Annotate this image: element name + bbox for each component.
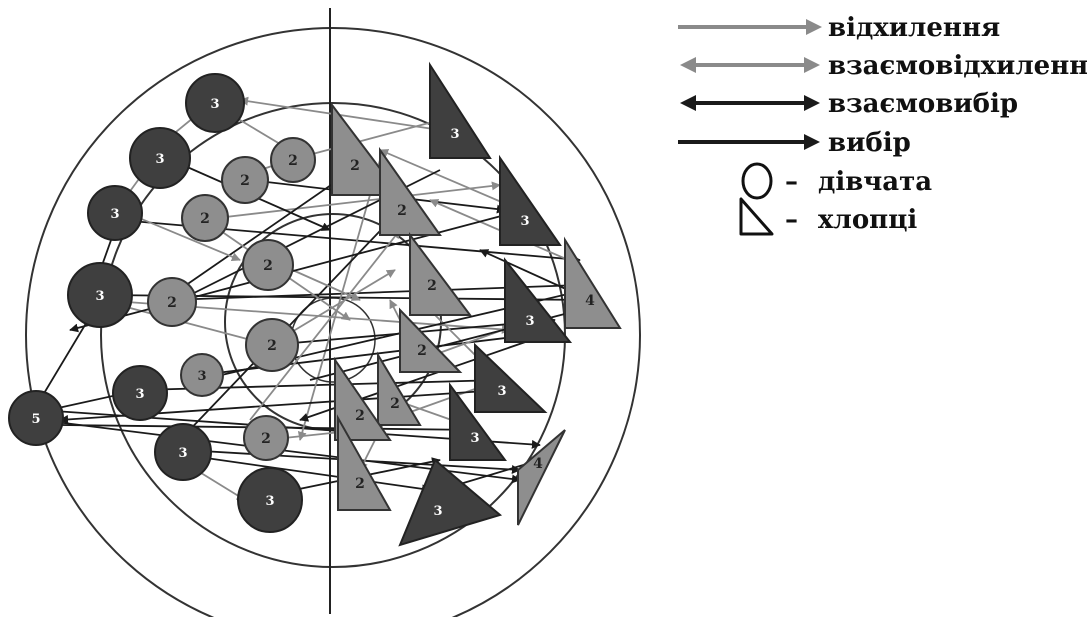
svg-text:3: 3 xyxy=(178,446,187,461)
svg-text:3: 3 xyxy=(525,314,534,329)
girl-node: 2 xyxy=(243,415,289,461)
boy-node: 3 xyxy=(504,257,573,343)
svg-text:вибір: вибір xyxy=(828,128,911,158)
boy-node: 2 xyxy=(409,232,472,316)
svg-text:хлопці: хлопці xyxy=(818,205,917,235)
girl-node: 2 xyxy=(270,137,316,183)
svg-text:3: 3 xyxy=(210,97,219,112)
boy-node: 4 xyxy=(564,236,622,329)
girl-node: 2 xyxy=(242,239,294,291)
svg-text:3: 3 xyxy=(197,369,206,384)
svg-text:2: 2 xyxy=(355,476,365,492)
svg-text:3: 3 xyxy=(155,152,164,167)
svg-text:4: 4 xyxy=(585,293,595,309)
svg-text:3: 3 xyxy=(265,494,274,509)
svg-text:2: 2 xyxy=(267,338,277,354)
svg-text:3: 3 xyxy=(135,387,144,402)
girl-node: 2 xyxy=(245,318,299,372)
girl-node: 3 xyxy=(180,353,224,397)
boy-node: 3 xyxy=(449,381,507,461)
svg-text:2: 2 xyxy=(240,173,250,189)
circle-icon xyxy=(741,162,773,200)
svg-text:2: 2 xyxy=(397,203,407,219)
girls-nodes: 3 3 2 2 3 2 2 3 xyxy=(8,73,316,533)
svg-text:дівчата: дівчата xyxy=(818,167,932,197)
svg-text:3: 3 xyxy=(520,214,529,229)
triangle-icon xyxy=(739,197,774,236)
svg-text:2: 2 xyxy=(390,396,400,412)
svg-text:–: – xyxy=(785,167,798,197)
legend-mutual-rejection: взаємовідхилення xyxy=(680,51,1087,81)
svg-text:5: 5 xyxy=(31,412,40,427)
svg-text:3: 3 xyxy=(110,207,119,222)
boy-node: 4 xyxy=(517,429,566,526)
girl-node: 3 xyxy=(154,423,212,481)
girl-node: 5 xyxy=(8,390,64,446)
girl-node: 3 xyxy=(112,365,168,421)
svg-text:2: 2 xyxy=(355,408,365,424)
svg-text:2: 2 xyxy=(288,153,298,169)
svg-text:взаємовибір: взаємовибір xyxy=(828,89,1018,119)
svg-text:3: 3 xyxy=(433,504,442,519)
svg-text:2: 2 xyxy=(261,431,271,447)
outer-ring xyxy=(25,27,641,617)
girl-node: 3 xyxy=(129,127,191,189)
boy-node: 2 xyxy=(334,356,392,441)
girl-node: 3 xyxy=(185,73,245,133)
legend-girls: – дівчата xyxy=(741,162,932,200)
svg-text:3: 3 xyxy=(450,127,459,142)
legend: відхилення взаємовідхилення взаємовибір … xyxy=(678,13,1087,236)
legend-choice: вибір xyxy=(678,128,911,158)
girl-node: 3 xyxy=(237,467,303,533)
girl-node: 2 xyxy=(221,156,269,204)
girl-node: 2 xyxy=(181,194,229,242)
svg-text:–: – xyxy=(785,205,798,235)
svg-text:2: 2 xyxy=(350,158,360,174)
legend-mutual-choice: взаємовибір xyxy=(680,89,1018,119)
girl-node: 3 xyxy=(87,185,143,241)
svg-text:3: 3 xyxy=(497,384,506,399)
svg-text:3: 3 xyxy=(95,289,104,304)
boy-node: 2 xyxy=(377,351,422,426)
legend-boys: – хлопці xyxy=(739,197,917,236)
svg-text:відхилення: відхилення xyxy=(828,13,1000,43)
svg-text:2: 2 xyxy=(417,343,427,359)
boy-node: 3 xyxy=(398,458,503,547)
svg-text:2: 2 xyxy=(167,295,177,311)
girl-node: 3 xyxy=(67,262,133,328)
svg-text:3: 3 xyxy=(470,431,479,446)
boy-node: 2 xyxy=(337,414,392,511)
girl-node: 2 xyxy=(147,277,197,327)
boy-node: 3 xyxy=(474,342,548,413)
svg-text:2: 2 xyxy=(263,258,273,274)
boys-nodes: 3 2 2 3 2 4 3 2 xyxy=(331,61,622,547)
svg-text:4: 4 xyxy=(533,456,543,472)
svg-text:2: 2 xyxy=(427,278,437,294)
svg-text:взаємовідхилення: взаємовідхилення xyxy=(828,51,1087,81)
boy-node: 3 xyxy=(429,61,492,159)
boy-node: 2 xyxy=(399,307,463,373)
svg-text:2: 2 xyxy=(200,211,210,227)
boy-node: 3 xyxy=(499,154,562,246)
legend-rejection: відхилення xyxy=(678,13,1000,43)
